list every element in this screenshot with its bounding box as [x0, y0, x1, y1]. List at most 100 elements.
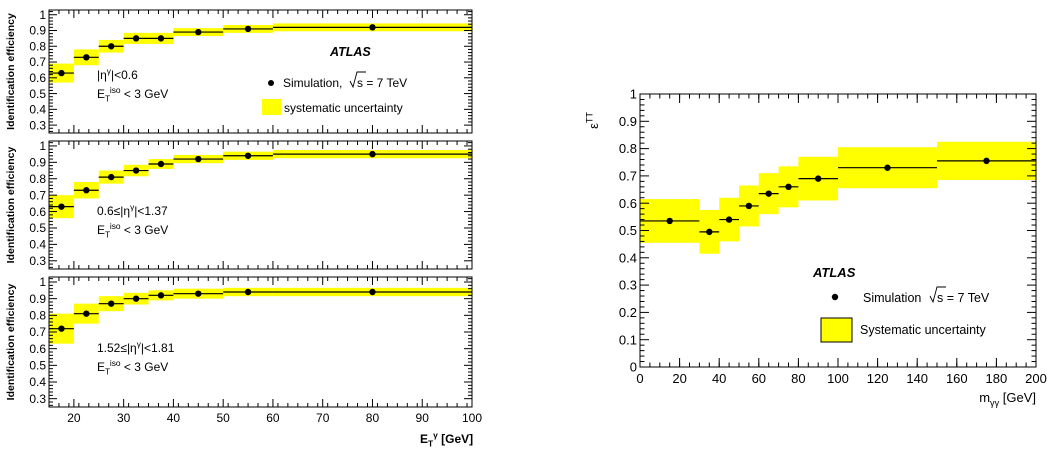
label-part: < 3 GeV	[121, 223, 169, 237]
y-tick-label: 0.8	[29, 39, 46, 53]
y-tick-label: 0.3	[29, 392, 46, 406]
label-sup: iso	[110, 358, 121, 368]
panel-right: 0 0.1 0.2 0.3 0.4 0.5 0.6 0.7 0.8 0.9 1 0 20 40 60 80 10…	[585, 87, 1047, 408]
data-point	[369, 24, 376, 31]
label-part: < 3 GeV	[121, 87, 169, 101]
isolation-cut-label: ETiso < 3 GeV	[97, 221, 168, 240]
data-point	[108, 173, 115, 181]
y-tick-label: 0.8	[29, 172, 46, 186]
label-part: |η	[97, 68, 107, 82]
legend-simulation-label: Simulation,	[283, 76, 342, 90]
data-point	[195, 28, 202, 36]
x-tick-label: 70	[316, 411, 330, 425]
y-tick-label: 1	[39, 139, 46, 153]
label-part: < 3 GeV	[121, 360, 169, 374]
y-tick-label: 0.1	[619, 332, 637, 347]
data-point	[132, 295, 140, 302]
legend-band-swatch	[820, 317, 853, 343]
x-tick-label: 160	[946, 371, 968, 386]
data-point	[706, 228, 713, 236]
label-part: E	[97, 360, 105, 374]
y-tick-label: 0.5	[29, 359, 46, 373]
x-axis-label: ETγ [GeV]	[420, 430, 473, 449]
label-part: 1.52≤|η	[97, 341, 137, 355]
x-tick-label: 40	[712, 371, 726, 386]
label-sub: T	[105, 367, 110, 377]
legend-band-label: Systematic uncertainty	[860, 323, 986, 337]
label-sub: T	[105, 230, 110, 240]
atlas-label: ATLAS	[329, 45, 371, 59]
x-axis-label: mγγ [GeV]	[979, 390, 1036, 408]
label-part: [GeV]	[999, 390, 1036, 405]
x-tick-label: 60	[266, 411, 280, 425]
y-tick-label: 0.3	[29, 254, 46, 268]
y-tick-label: 0.6	[29, 71, 46, 85]
y-tick-label: 0.7	[29, 188, 46, 202]
label-part: |<1.81	[141, 341, 175, 355]
x-tick-label: 100	[827, 371, 849, 386]
legend-band-label: systematic uncertainty	[284, 101, 403, 115]
y-tick-label: 0.9	[619, 114, 637, 129]
y-tick-label: 1	[39, 275, 46, 289]
data-point	[785, 183, 792, 191]
isolation-cut-label: ETiso < 3 GeV	[97, 85, 168, 104]
y-tick-label: 0.4	[619, 250, 637, 265]
panel-left-top: 0.30.4 0.5 0.6 0.7 0.80.9 1 Identification eff…	[5, 8, 473, 134]
sqrt-icon	[349, 71, 366, 89]
label-part: E	[97, 223, 105, 237]
data-point	[58, 203, 65, 210]
label-part: |<1.37	[134, 204, 168, 218]
label-sup: TT	[585, 112, 595, 124]
y-tick-label: 0.5	[619, 223, 637, 238]
x-tick-label: 140	[906, 371, 928, 386]
eta-range-label: 1.52≤|ηγ|<1.81	[97, 339, 175, 355]
y-tick-label: 0.9	[29, 156, 46, 170]
y-tick-label: 0.9	[29, 24, 46, 38]
data-point	[108, 300, 115, 307]
label-sup: iso	[110, 221, 121, 231]
y-tick-label: 0.6	[29, 342, 46, 356]
y-axis-label: Identification efficiency	[5, 13, 17, 130]
label-part: m	[979, 390, 990, 405]
data-point	[195, 290, 202, 297]
y-tick-label: 0.5	[29, 87, 46, 101]
y-tick-label: 0	[630, 360, 637, 375]
data-point	[157, 292, 165, 299]
eta-range-label: |ηγ|<0.6	[97, 66, 138, 82]
x-tick-label: 60	[752, 371, 766, 386]
legend-band-swatch	[262, 99, 281, 115]
panel-left-bottom: 0.3 0.4 0.5 0.6 0.7 0.8 0.9 1 20 30 40 50 60 70 80 90 10…	[5, 275, 482, 425]
data-point	[815, 175, 822, 182]
data-point	[244, 288, 252, 296]
x-tick-label: 80	[791, 371, 805, 386]
y-tick-label: 0.5	[29, 221, 46, 235]
atlas-label: ATLAS	[812, 265, 856, 280]
data-point	[745, 202, 753, 210]
x-tick-label: 20	[67, 411, 81, 425]
x-tick-label: 80	[366, 411, 380, 425]
label-sub: T	[105, 94, 110, 104]
y-tick-label: 0.4	[29, 375, 46, 389]
y-tick-label: 1	[630, 87, 637, 102]
x-tick-label: 0	[636, 371, 643, 386]
data-point	[83, 187, 90, 194]
y-tick-label: 0.4	[29, 103, 46, 117]
label-sup: γ	[137, 339, 142, 349]
isolation-cut-label: ETiso < 3 GeV	[97, 358, 168, 377]
data-point	[983, 157, 990, 165]
legend-marker	[268, 80, 274, 86]
label-part: 0.6≤|η	[97, 204, 130, 218]
y-tick-label: 0.4	[29, 238, 46, 252]
y-tick-label: 0.8	[619, 141, 637, 156]
y-tick-label: 0.6	[29, 205, 46, 219]
y-axis-label: Identification efficiency	[5, 147, 17, 264]
sqrt-icon	[929, 286, 946, 304]
data-point	[725, 216, 733, 223]
panel-left-middle: 0.3 0.4 0.5 0.6 0.7 0.8 0.9 1 Identification eff…	[5, 139, 473, 270]
data-point	[132, 35, 140, 42]
y-tick-label: 0.6	[619, 196, 637, 211]
data-point	[666, 217, 673, 225]
label-part: E	[97, 87, 105, 101]
y-tick-label: 0.7	[29, 55, 46, 69]
